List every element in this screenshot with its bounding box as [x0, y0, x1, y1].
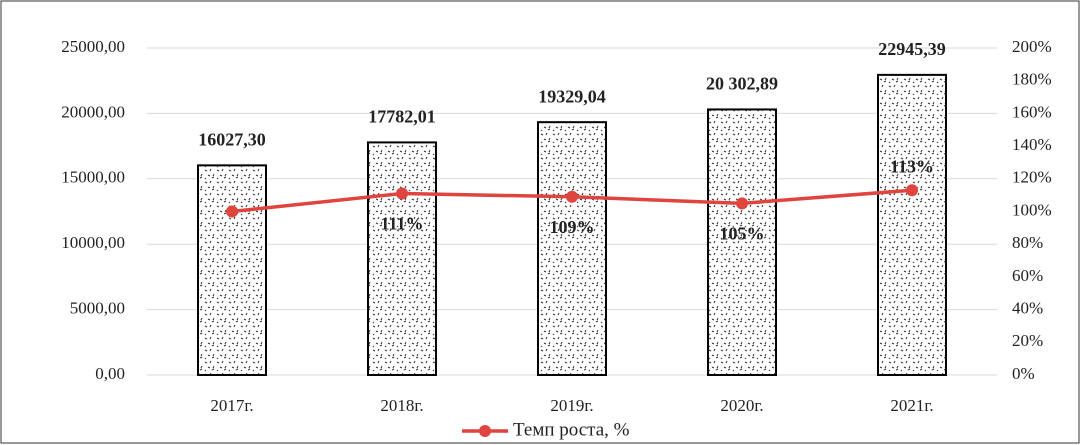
x-tick-label: 2020г.: [720, 396, 763, 415]
y-tick-label: 25000,00: [61, 37, 125, 56]
y2-tick-label: 40%: [1012, 299, 1043, 318]
line-point: [396, 187, 408, 200]
bar: [537, 121, 607, 376]
bar: [197, 164, 267, 376]
bar: [707, 108, 777, 376]
y2-tick-label: 200%: [1012, 37, 1052, 56]
data-label: 20 302,89: [706, 74, 778, 94]
y2-tick-label: 0%: [1012, 364, 1035, 383]
data-label: 113%: [890, 156, 934, 176]
y-tick-label: 15000,00: [61, 168, 125, 187]
x-tick-label: 2021г.: [890, 396, 933, 415]
legend-marker: [479, 425, 491, 437]
line-point: [226, 205, 238, 218]
data-label: 19329,04: [538, 86, 606, 106]
y-tick-label: 5000,00: [70, 299, 125, 318]
y2-tick-label: 140%: [1012, 135, 1052, 154]
y2-tick-label: 60%: [1012, 266, 1043, 285]
line-point: [566, 190, 578, 203]
data-label: 22945,39: [878, 39, 946, 59]
data-label: 111%: [380, 214, 423, 234]
y2-tick-label: 80%: [1012, 233, 1043, 252]
x-tick-label: 2019г.: [550, 396, 593, 415]
y-tick-label: 10000,00: [61, 233, 125, 252]
y-tick-label: 20000,00: [61, 102, 125, 121]
x-tick-label: 2018г.: [380, 396, 423, 415]
data-label: 109%: [550, 217, 595, 237]
data-label: 16027,30: [198, 129, 266, 149]
y-tick-label: 0,00: [95, 364, 125, 383]
y2-tick-label: 100%: [1012, 200, 1052, 219]
line-point: [736, 197, 748, 210]
bar: [877, 73, 947, 376]
line-point: [906, 184, 918, 197]
bar: [367, 141, 437, 376]
data-label: 17782,01: [368, 107, 436, 127]
legend-label: Темп роста, %: [513, 419, 630, 440]
y2-tick-label: 160%: [1012, 102, 1052, 121]
y2-tick-label: 120%: [1012, 168, 1052, 187]
y2-tick-label: 180%: [1012, 70, 1052, 89]
x-tick-label: 2017г.: [210, 396, 253, 415]
y2-tick-label: 20%: [1012, 331, 1043, 350]
data-label: 105%: [720, 223, 765, 243]
